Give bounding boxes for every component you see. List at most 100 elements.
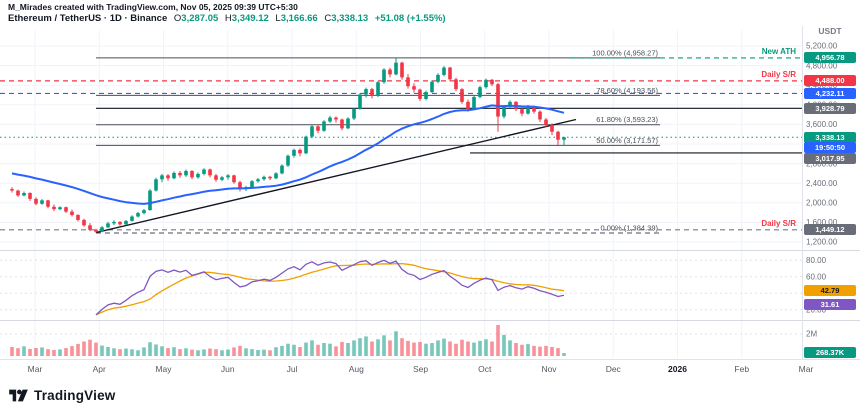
volume-bar [430,343,434,356]
low-label: L [275,13,281,24]
time-axis-label: Mar [27,364,43,374]
candle-body [88,225,92,230]
candle-body [370,89,374,96]
volume-bar [46,349,50,356]
candle-body [70,211,74,216]
candle-body [394,62,398,75]
volume-bar [58,349,62,356]
tradingview-footer[interactable]: TradingView [8,385,115,406]
volume-bar [514,343,518,356]
symbol-legend[interactable]: Ethereum / TetherUS · 1D · Binance O3,28… [8,13,446,24]
time-axis-label: Jun [220,364,235,374]
rsi-badge: 31.61 [804,298,856,310]
volume-bar [352,340,356,356]
candle-body [466,101,470,109]
candle-body [520,109,524,114]
volume-tick-label: 2M [806,330,817,339]
new-ath-line-label: New ATH [762,47,796,56]
volume-bar [448,341,452,356]
volume-bar [208,348,212,356]
volume-bar [142,347,146,356]
volume-bar [22,346,26,356]
rsi-tick-label: 60.00 [806,272,827,281]
candle-body [436,74,440,82]
time-axis-label: May [155,364,172,374]
candle-body [400,62,404,78]
time-axis-label: Dec [605,364,621,374]
candle-body [94,229,98,232]
attribution-text: M_Mirades created with TradingView.com, … [8,2,298,12]
candle-body [538,111,542,120]
candle-body [214,175,218,180]
volume-bar [406,340,410,356]
candle-body [286,155,290,166]
volume-bar [196,350,200,356]
volume-bar [220,350,224,356]
blue-level-badge: 4,232.11 [804,87,856,99]
volume-bar [214,349,218,356]
candle-body [118,221,122,225]
candle-body [262,176,266,180]
candle-body [34,198,38,204]
volume-bar [502,334,506,356]
volume-bar [124,348,128,356]
volume-bar [418,341,422,356]
volume-bar [148,342,152,356]
time-axis[interactable]: Mar Apr May Jun Jul Aug Sep Oct Nov Dec 2026 Feb Mar [0,360,860,378]
volume-bar [16,348,20,356]
volume-bar [166,348,170,356]
volume-bar [286,343,290,356]
candle-body [430,81,434,93]
volume-bar [106,346,110,356]
daily-sr-lower-badge: 1,449.12 [804,224,856,236]
volume-bar [472,342,476,356]
time-axis-label: Sep [412,364,429,374]
rsi-line [95,259,565,316]
ascending-trendline [95,118,577,234]
candle-body [424,92,428,99]
volume-bar [70,346,74,356]
candle-body [280,165,284,174]
candle-body [460,89,464,102]
candle-body [388,69,392,75]
candle-body [322,121,326,131]
volume-bar [292,344,296,356]
volume-bar [244,348,248,356]
volume-bar [82,341,86,356]
symbol-title[interactable]: Ethereum / TetherUS · 1D · Binance [8,13,168,24]
candle-body [352,108,356,119]
candle-body [532,106,536,112]
candle-body [316,126,320,131]
candle-body [544,119,548,125]
candle-body [46,200,50,207]
high-value: 3,349.12 [231,13,269,24]
fib-level-label: 0.00% (1,384.39) [600,223,658,232]
candle-body [172,172,176,179]
candle-body [124,220,128,225]
volume-bar [466,341,470,356]
candle-body [448,67,452,80]
daily-sr-lower-label: Daily S/R [761,219,796,228]
candle-body [82,219,86,226]
candle-body [22,193,26,196]
volume-bar [88,339,92,356]
time-axis-label: Jul [286,364,298,374]
candle-body [100,227,104,232]
volume-badge: 268.37K [804,347,856,358]
time-axis-label: Aug [348,364,364,374]
time-axis-label: Mar [798,364,814,374]
rsi-tick-label: 80.00 [806,256,827,265]
candle-body [178,172,182,176]
volume-bar [226,349,230,356]
candle-body [418,89,422,99]
quote-currency-label: USDT [818,26,842,36]
tradingview-logo-icon[interactable] [8,385,29,406]
volume-bar [202,349,206,356]
candle-body [238,182,242,190]
price-tick-label: 3,600.00 [806,120,838,129]
volume-bar [238,345,242,356]
tradingview-brand-text: TradingView [34,388,116,403]
volume-bar [526,344,530,356]
